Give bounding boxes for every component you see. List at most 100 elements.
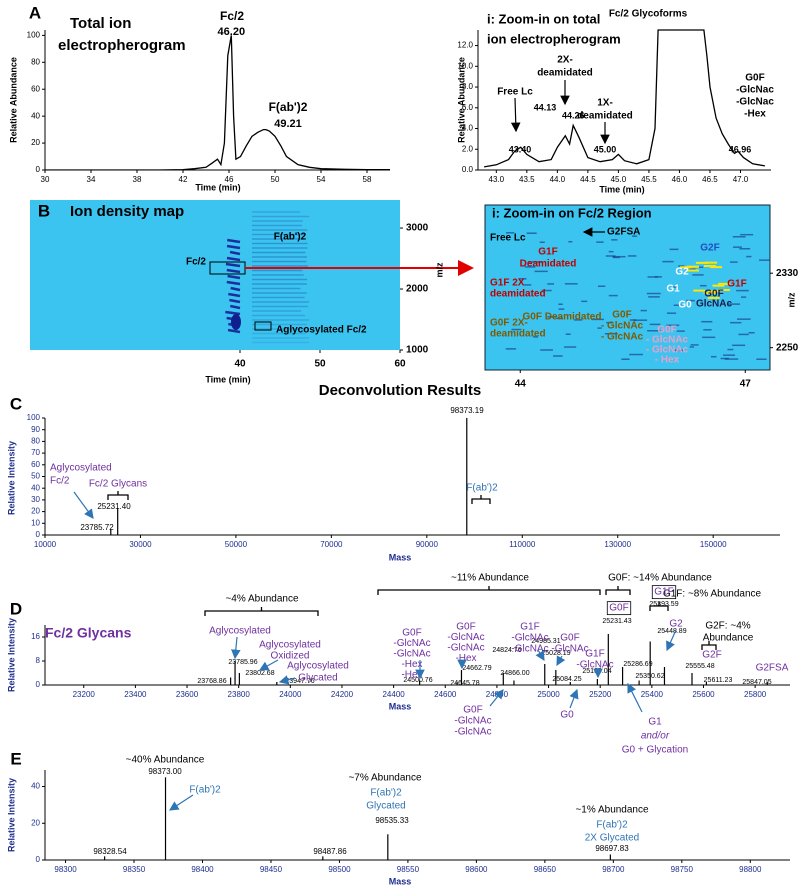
annotation: G2FSA [756,663,789,674]
x-tick-label: 40 [234,359,246,370]
chart-title: Fc/2 Glycans [45,625,132,641]
annotation-arrow [231,636,241,660]
heatmap-blob [231,314,241,330]
peak-label: 23947.76 [285,678,314,685]
annotation: -GlcNac [736,97,774,108]
y-tick-label: 20 [31,818,40,827]
peak-label: 24662.79 [462,665,491,672]
x-tick-label: 54 [317,175,326,184]
annotation: GlcNAc [696,299,733,310]
annotation: ~1% Abundance [575,805,649,816]
annotation: G0F [612,310,631,321]
annotation: F(ab')2 [189,785,221,796]
peak-label: 44.13 [534,102,557,112]
panel-letter: E [10,749,21,768]
annotation: -GlcNAc [511,644,548,655]
peak-label: 24500.76 [403,677,432,684]
peak-label: 25448.89 [657,628,686,635]
heatmap-background [30,200,400,350]
annotation-arrow [666,629,677,652]
peak-label: 98487.86 [313,847,347,856]
peak-label: 24645.78 [450,680,479,687]
annotation-arrow [489,689,504,707]
section-heading: Deconvolution Results [319,382,482,399]
x-tick-label: 24200 [331,690,354,699]
annotation: -Hex [401,659,422,670]
annotation: Fc/2 Glycans [89,479,147,490]
x-tick-label: 98700 [602,865,625,874]
x-tick-label: 46.0 [672,175,688,184]
annotation: -Hex [455,653,476,664]
x-tick-label: 98600 [465,865,488,874]
panel-letter: B [38,201,50,220]
peak-label: 25393.59 [649,601,678,608]
y-tick-label: 8.0 [462,82,474,91]
y-axis-label: m/z [786,292,796,308]
annotation: G0F [704,289,723,300]
x-tick-label: 43.0 [489,175,505,184]
peak-label: 98373.19 [450,406,484,415]
y-tick-label: 80 [31,437,40,446]
x-tick-label: 47 [740,379,752,390]
x-axis-label: Time (min) [195,182,240,192]
x-tick-label: 45.5 [641,175,657,184]
x-tick-label: 60 [394,359,406,370]
chart-title: i: Zoom-in on Fc/2 Region [492,205,652,220]
annotation: -GlcNAc [393,638,430,649]
x-axis-label: Mass [389,701,412,711]
chart-title: Ion density map [70,203,184,220]
y-tick-label: 3000 [406,223,429,234]
annotation: G1 [666,284,680,295]
x-tick-label: 25200 [589,690,612,699]
heatmap-blob [227,328,241,334]
y-tick-label: 2250 [776,342,799,353]
bracket [649,602,669,611]
y-tick-label: 30 [31,495,40,504]
y-tick-label: 40 [31,111,40,120]
x-axis-label: Time (min) [599,184,644,194]
y-tick-label: 10.0 [457,61,473,70]
peak-label: 25286.69 [623,661,652,668]
y-axis-label: Relative Abundance [8,57,18,143]
x-tick-label: 23800 [228,690,251,699]
annotation: G0F [657,325,676,336]
annotation: G0F [609,603,628,614]
trace [45,35,390,170]
annotation: G0F [456,622,475,633]
annotation: Glycated [298,673,337,684]
annotation: - GlcNAc [646,345,689,356]
peak-label: 23785.72 [80,523,114,532]
annotation: Glycated [366,801,405,812]
peak-label: 23802.68 [245,670,274,677]
x-axis-label: Mass [389,876,412,886]
annotation: Oxidized [271,651,310,662]
x-tick-label: 25000 [537,690,560,699]
annotation: G0 [678,300,692,311]
region-box [254,321,272,331]
annotation: Free Lc [497,87,533,98]
x-tick-label: 70000 [320,540,343,549]
x-tick-label: 47.0 [733,175,749,184]
bracket [204,607,319,616]
label-box [651,585,677,600]
heatmap-blob [227,238,241,244]
annotation: F(ab')2 [269,100,308,114]
bracket [605,586,631,595]
x-tick-label: 98750 [671,865,694,874]
y-axis-label: Relative Intensity [6,441,16,515]
heatmap-blob [230,286,241,292]
x-tick-label: 25600 [692,690,715,699]
x-tick-label: 25400 [641,690,664,699]
y-tick-label: 0.0 [462,165,474,174]
annotation: G2 [669,619,683,630]
x-tick-label: 45.0 [611,175,627,184]
y-tick-label: 40 [31,782,40,791]
heatmap-blob [229,250,241,256]
chart-title: i: Zoom-in on total [487,11,600,26]
label-box [606,601,632,616]
x-tick-label: 23400 [124,690,147,699]
annotation: G1F [654,587,673,598]
annotation: Free Lc [490,233,526,244]
y-tick-label: 2330 [776,268,799,279]
